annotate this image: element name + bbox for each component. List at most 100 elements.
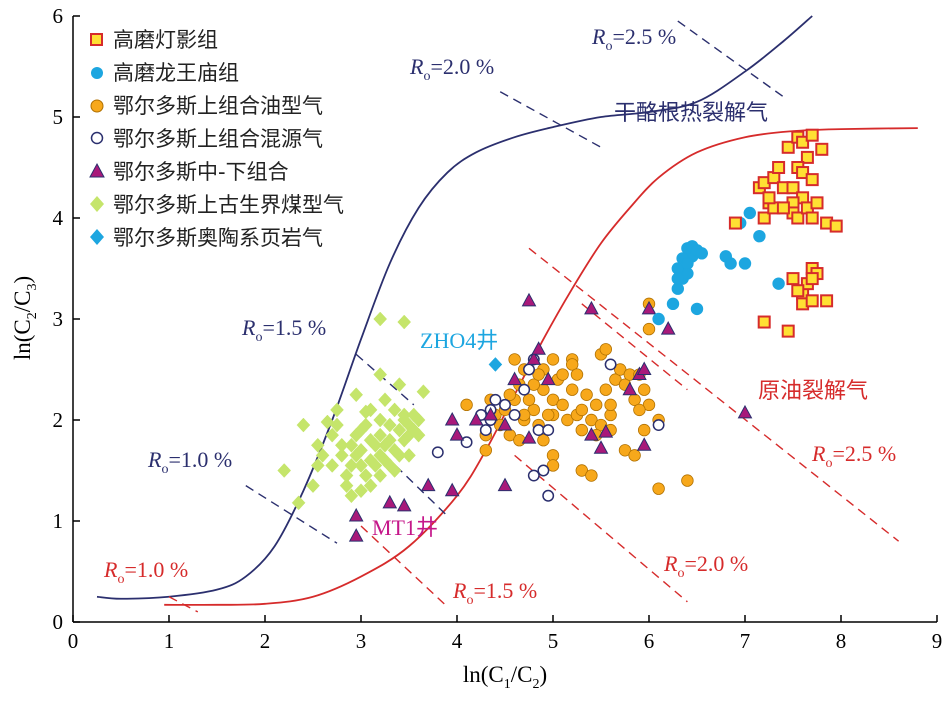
- data-point: [593, 440, 609, 454]
- data-point: [585, 413, 598, 427]
- y-tick-label: 6: [53, 4, 64, 28]
- legend-label-ordos-coal: 鄂尔多斯上古生界煤型气: [113, 193, 344, 217]
- label-ro-oil-2-0: Ro=2.0 %: [663, 551, 748, 581]
- data-point: [540, 371, 556, 386]
- x-tick-label: 1: [164, 629, 175, 653]
- data-point: [416, 384, 431, 400]
- data-point: [570, 368, 584, 381]
- data-point: [479, 444, 493, 457]
- data-point: [392, 377, 407, 393]
- data-point: [566, 358, 579, 371]
- data-point: [598, 424, 614, 438]
- data-point: [618, 444, 632, 457]
- data-point: [757, 315, 771, 329]
- data-point: [344, 488, 359, 504]
- data-point: [291, 495, 306, 511]
- data-point: [378, 392, 392, 408]
- data-point: [277, 463, 292, 478]
- y-tick-label: 1: [53, 509, 64, 533]
- legend-label-gaomo-longwangmiao: 高磨龙王庙组: [113, 61, 239, 85]
- kerogen-ro-isoline: [677, 20, 784, 98]
- data-point: [368, 458, 383, 473]
- legend-marker-ordos-upper-oil: [90, 99, 104, 113]
- data-point: [820, 294, 834, 308]
- x-tick-label: 7: [740, 629, 751, 653]
- data-point: [599, 343, 613, 356]
- data-point: [373, 367, 388, 382]
- data-point: [805, 294, 819, 308]
- data-point: [546, 459, 560, 472]
- data-point: [310, 458, 325, 473]
- data-point: [772, 161, 786, 174]
- data-point: [348, 528, 364, 542]
- oil-cracking-curve: [164, 127, 918, 606]
- oil-ro-isoline: [360, 525, 448, 608]
- data-point: [508, 409, 521, 421]
- data-point: [638, 423, 651, 437]
- data-point: [382, 432, 397, 448]
- data-point: [468, 411, 484, 426]
- series-4: [348, 292, 753, 542]
- data-point: [532, 368, 545, 381]
- data-point: [791, 284, 805, 298]
- data-point: [392, 422, 407, 438]
- data-point: [580, 388, 593, 401]
- legend-label-ordos-upper-mixed: 鄂尔多斯上组合混源气: [113, 127, 323, 151]
- data-point: [507, 371, 522, 386]
- kerogen-ro-isoline: [245, 485, 338, 544]
- series-6: [488, 357, 503, 372]
- data-point: [522, 393, 536, 407]
- data-point: [738, 257, 752, 270]
- data-point: [358, 417, 373, 433]
- data-point: [532, 424, 545, 437]
- data-point: [585, 469, 598, 482]
- data-point: [320, 414, 335, 430]
- data-point: [537, 434, 550, 447]
- data-point: [387, 463, 402, 478]
- annotation-kerogen-gas: 干酪根热裂解气: [614, 101, 768, 126]
- data-point: [805, 173, 819, 187]
- data-point: [781, 140, 795, 154]
- curves-layer: [96, 15, 918, 606]
- data-point: [449, 427, 465, 441]
- label-ro-kerogen-1-5: Ro=1.5 %: [241, 315, 326, 345]
- series-5: [277, 311, 431, 511]
- data-point: [556, 368, 569, 381]
- data-point: [633, 403, 646, 417]
- annotation-well-zho4: ZHO4井: [420, 328, 498, 353]
- data-point: [497, 477, 513, 492]
- x-tick-label: 6: [644, 629, 655, 653]
- data-point: [641, 300, 657, 315]
- y-tick-label: 3: [53, 307, 64, 331]
- data-point: [666, 297, 680, 311]
- kerogen-ro-isoline: [499, 91, 602, 148]
- series-0: [728, 128, 843, 338]
- data-point: [479, 424, 492, 437]
- data-point: [575, 403, 589, 417]
- kerogen-cracking-curve: [96, 15, 813, 600]
- data-point: [325, 427, 340, 443]
- data-point: [753, 229, 766, 243]
- data-point: [354, 442, 368, 458]
- data-point: [681, 474, 694, 487]
- data-point: [642, 322, 656, 336]
- data-point: [349, 387, 364, 403]
- data-point: [527, 469, 540, 482]
- x-tick-label: 9: [932, 629, 943, 653]
- iso-lines-layer: [168, 20, 900, 613]
- data-point: [829, 219, 843, 233]
- ticks-layer: 0 1 2 3 4 5 6 7 8 9 0 1 2 3 4 5 6: [53, 4, 943, 653]
- data-point: [542, 408, 555, 422]
- data-point: [638, 383, 651, 396]
- x-axis-title: ln(C1/C2): [463, 662, 547, 692]
- data-point: [363, 402, 378, 418]
- data-point: [575, 464, 589, 477]
- data-point: [354, 483, 368, 499]
- data-point: [382, 417, 397, 433]
- data-point: [609, 373, 622, 386]
- legend-marker-ordos-upper-mixed: [90, 131, 104, 145]
- data-point: [527, 378, 541, 391]
- data-point: [444, 411, 460, 426]
- data-point: [489, 393, 502, 406]
- data-point: [402, 447, 416, 463]
